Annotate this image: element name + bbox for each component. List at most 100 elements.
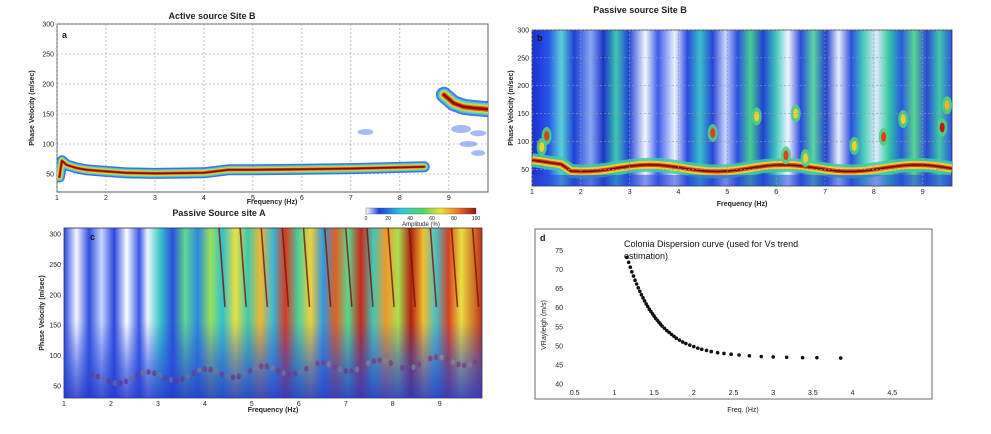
panel-b-hotspot bbox=[793, 108, 799, 119]
panel-d-xtick: 1 bbox=[612, 390, 616, 397]
panel-d-point bbox=[628, 265, 633, 270]
panel-a-xtick: 5 bbox=[251, 195, 255, 202]
panel-d-point bbox=[715, 350, 720, 355]
panel-a-blob bbox=[459, 141, 478, 147]
panel-d-point bbox=[695, 346, 700, 350]
panel-b-heatmap bbox=[531, 29, 953, 187]
panel-d-xtick: 3.5 bbox=[808, 390, 818, 397]
panel-d-xtick: 4 bbox=[851, 390, 855, 397]
panel-d-annotation-line2: estimation) bbox=[624, 251, 668, 261]
panel-d-ytick: 65 bbox=[555, 286, 563, 293]
panel-c-title: Passive Source site A bbox=[172, 208, 266, 218]
panel-d-xlabel: Freq. (Hz) bbox=[727, 407, 759, 414]
panel-d-point bbox=[642, 299, 647, 303]
panel-a-ytick: 100 bbox=[42, 142, 54, 149]
panel-a-xtick: 1 bbox=[55, 195, 59, 202]
panel-b-xtick: 3 bbox=[628, 189, 632, 196]
panel-d-xtick: 2 bbox=[692, 390, 696, 397]
panel-c-xtick: 3 bbox=[156, 401, 160, 408]
panel-d-point bbox=[722, 351, 726, 356]
panel-b-hotspot bbox=[783, 150, 789, 161]
panel-b-hotspot bbox=[944, 100, 950, 111]
panel-b-title: Passive source Site B bbox=[593, 5, 687, 15]
panel-b-hotspot bbox=[802, 153, 808, 164]
panel-d-point bbox=[625, 255, 629, 260]
panel-c-label: c bbox=[90, 232, 95, 242]
panel-d-point bbox=[677, 338, 682, 342]
colorbar-tick: 80 bbox=[451, 216, 457, 222]
panel-d-point bbox=[630, 270, 634, 274]
panel-d-point bbox=[636, 286, 641, 290]
panel-a-ticks: 1 2 3 4 5 6 7 8 9 50 100 150 200 250 300 bbox=[42, 22, 451, 203]
panel-b-grid bbox=[531, 29, 952, 186]
panel-d-point bbox=[660, 324, 664, 328]
panel-b: Passive source Site B b 1 2 3 4 5 6 7 8 9 50 100 15… bbox=[508, 5, 953, 208]
panel-d-point bbox=[784, 355, 789, 360]
colorbar-tick: 40 bbox=[407, 216, 413, 222]
panel-d-point bbox=[759, 354, 764, 359]
panel-d-ytick: 60 bbox=[555, 305, 563, 312]
panel-b-ylabel: Phase Velocity (m/sec) bbox=[508, 70, 515, 145]
panel-c: Passive Source site A 0 20 40 60 80 100 Ampli… bbox=[39, 207, 483, 414]
panel-d-point bbox=[729, 352, 733, 357]
panel-c-xtick: 8 bbox=[391, 401, 395, 408]
panel-b-hotspot bbox=[754, 111, 760, 122]
colorbar-tick: 20 bbox=[385, 216, 391, 222]
panel-d-point bbox=[633, 278, 637, 283]
panel-c-ylabel: Phase Velocity (m/sec) bbox=[39, 275, 46, 350]
colorbar-label: Amplitude (%) bbox=[402, 222, 440, 228]
panel-c-low-velocity-zone bbox=[64, 228, 482, 398]
panel-d-ytick: 50 bbox=[555, 343, 563, 350]
panel-d-point bbox=[680, 340, 685, 344]
panel-d-point bbox=[771, 355, 775, 359]
panel-a-label: a bbox=[62, 30, 68, 40]
panel-b-ytick: 200 bbox=[517, 83, 529, 90]
panel-d-point bbox=[626, 260, 631, 265]
panel-b-xtick: 1 bbox=[530, 189, 534, 196]
panel-b-hotspot bbox=[539, 142, 545, 152]
panel-a-blob bbox=[471, 150, 486, 156]
panel-c-xtick: 4 bbox=[203, 401, 207, 408]
panel-c-ytick: 300 bbox=[49, 232, 61, 239]
panel-b-ytick: 300 bbox=[517, 28, 529, 35]
panel-a-heatmap bbox=[57, 86, 488, 183]
panel-d-point bbox=[688, 343, 692, 347]
panel-d-ylabel: VRayleigh (m/s) bbox=[541, 300, 548, 350]
panel-d-point bbox=[631, 274, 636, 278]
panel-b-ytick: 50 bbox=[521, 167, 529, 174]
panel-d-ytick: 40 bbox=[555, 382, 563, 389]
panel-d-annotation-line1: Colonia Dispersion curve (used for Vs tr… bbox=[624, 239, 798, 249]
panel-c-ytick: 50 bbox=[53, 383, 61, 390]
panel-d-label: d bbox=[540, 233, 546, 243]
panel-b-xtick: 6 bbox=[774, 189, 778, 196]
panel-d-point bbox=[704, 348, 709, 353]
panel-a-xtick: 3 bbox=[153, 195, 157, 202]
panel-d-point bbox=[641, 295, 645, 300]
panel-b-xtick: 4 bbox=[677, 189, 681, 196]
panel-c-ytick: 250 bbox=[49, 262, 61, 269]
panel-b-bottom-zone bbox=[532, 174, 952, 186]
panel-d-xtick: 2.5 bbox=[729, 390, 739, 397]
panel-d-point bbox=[634, 282, 639, 286]
panel-d-xtick: 4.5 bbox=[887, 390, 897, 397]
panel-a-blob bbox=[451, 125, 472, 133]
panel-a-ytick: 150 bbox=[42, 112, 54, 119]
colorbar-tick: 100 bbox=[472, 216, 481, 222]
colorbar-ticks: 0 20 40 60 80 100 bbox=[365, 216, 481, 222]
colorbar-tick: 60 bbox=[429, 216, 435, 222]
panel-a-ytick: 250 bbox=[42, 52, 54, 59]
panel-a-ytick: 300 bbox=[42, 22, 54, 29]
panel-d-point bbox=[815, 355, 819, 360]
panel-a-xtick: 7 bbox=[349, 195, 353, 202]
panel-d-ytick: 70 bbox=[555, 267, 563, 274]
panel-d-xtick: 1.5 bbox=[649, 390, 659, 397]
panel-d-xtick: 3 bbox=[771, 390, 775, 397]
panel-b-hotspot bbox=[710, 128, 716, 139]
panel-d-point bbox=[800, 355, 805, 360]
panel-b-xtick: 7 bbox=[823, 189, 827, 196]
panel-c-ytick: 200 bbox=[49, 292, 61, 299]
panel-a-xtick: 2 bbox=[104, 195, 108, 202]
panel-d-ticks: 0.5 1 1.5 2 2.5 3 3.5 4 4.5 40 45 50 55 60 65 70 75 bbox=[555, 248, 897, 397]
panel-b-hotspot bbox=[900, 114, 906, 125]
colorbar bbox=[365, 207, 477, 215]
